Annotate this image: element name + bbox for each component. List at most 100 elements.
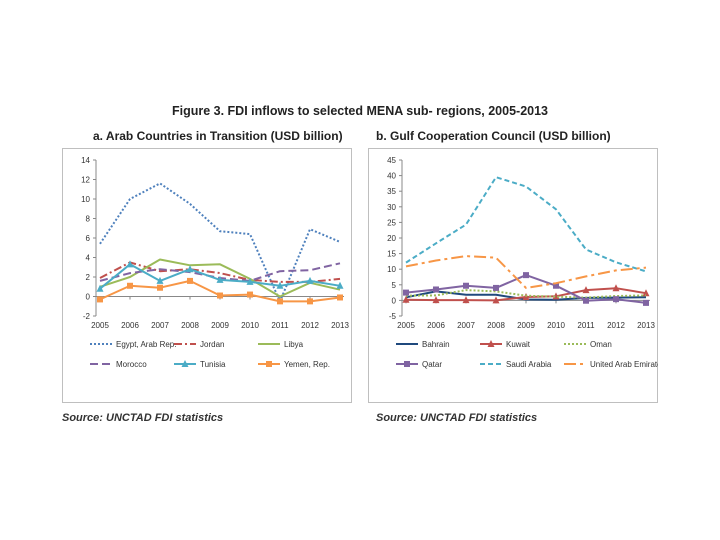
chart-a-point (96, 284, 104, 292)
panel-a-title: a. Arab Countries in Transition (USD bil… (93, 129, 343, 143)
chart-a-xtick-label: 2011 (271, 321, 289, 330)
chart-b-xtick-label: 2009 (517, 321, 535, 330)
chart-a-point (247, 291, 253, 298)
chart-b-legend-label: United Arab Emirates (590, 360, 658, 369)
chart-b-ytick-label: -5 (389, 312, 397, 321)
chart-a: -2 0 2 4 6 8 10 12 14 2005 2006 2007 2008 2009 2010 201… (62, 148, 352, 403)
chart-a-point (276, 281, 284, 289)
chart-b-legend-label: Qatar (422, 360, 442, 369)
chart-b-xtick-label: 2006 (427, 321, 445, 330)
chart-a-point (217, 292, 223, 299)
chart-b-series-line-5 (405, 176, 647, 273)
chart-a-legend-label: Jordan (200, 340, 224, 349)
source-note-b: Source: UNCTAD FDI statistics (376, 412, 538, 424)
chart-b-point (553, 282, 559, 289)
chart-a-point (336, 281, 344, 289)
chart-b-ytick-label: 45 (387, 156, 396, 165)
chart-a-point (216, 275, 224, 283)
chart-b: -5 0 5 10 15 20 25 30 35 40 45 2005 2006 2007 2008 2009… (368, 148, 658, 403)
chart-a-point (127, 282, 133, 289)
chart-b-legend-label: Bahrain (422, 340, 450, 349)
chart-b-xtick-label: 2011 (577, 321, 595, 330)
chart-a-legend-label: Yemen, Rep. (284, 360, 330, 369)
chart-a-point (307, 298, 313, 305)
chart-a-ytick-label: -2 (83, 312, 91, 321)
chart-b-ytick-label: 0 (392, 296, 397, 305)
chart-b-point (492, 296, 500, 304)
chart-b-point (583, 297, 589, 304)
chart-b-ytick-label: 10 (387, 265, 396, 274)
chart-a-ytick-label: 10 (81, 195, 90, 204)
chart-a-xtick-label: 2013 (331, 321, 349, 330)
chart-a-point (187, 277, 193, 284)
chart-b-series-line-3 (405, 289, 647, 299)
chart-a-ytick-label: 8 (86, 215, 91, 224)
chart-b-point (642, 289, 650, 297)
chart-a-legend-label: Libya (284, 340, 304, 349)
chart-b-point (493, 284, 499, 291)
chart-b-xtick-label: 2012 (607, 321, 625, 330)
chart-b-point (463, 282, 469, 289)
chart-a-point (277, 298, 283, 305)
chart-b-legend-label: Saudi Arabia (506, 360, 552, 369)
chart-a-ytick-label: 0 (86, 293, 91, 302)
chart-b-point (433, 286, 439, 293)
chart-a-series-line-1 (99, 182, 341, 303)
chart-b-point (643, 299, 649, 306)
chart-b-xtick-label: 2010 (547, 321, 565, 330)
chart-b-ytick-label: 35 (387, 187, 396, 196)
figure-title: Figure 3. FDI inflows to selected MENA s… (171, 104, 549, 118)
chart-b-legend-label: Kuwait (506, 340, 531, 349)
chart-b-point (403, 289, 409, 296)
chart-b-ytick-label: 40 (387, 172, 396, 181)
chart-a-legend-label: Egypt, Arab Rep. (116, 340, 176, 349)
chart-a-point (156, 276, 164, 284)
chart-a-legend-label: Tunisia (200, 360, 226, 369)
chart-a-legend-marker (266, 361, 272, 367)
chart-b-xtick-label: 2008 (487, 321, 505, 330)
chart-a-xtick-label: 2007 (151, 321, 169, 330)
chart-b-ytick-label: 25 (387, 218, 396, 227)
chart-a-legend-label: Morocco (116, 360, 147, 369)
chart-b-ytick-label: 20 (387, 234, 396, 243)
chart-a-point (246, 277, 254, 285)
chart-b-point (523, 272, 529, 279)
chart-a-xtick-label: 2010 (241, 321, 259, 330)
chart-b-point (462, 296, 470, 304)
chart-b-ytick-label: 5 (392, 281, 397, 290)
chart-a-point (186, 265, 194, 273)
chart-a-point (306, 276, 314, 284)
chart-a-point (97, 296, 103, 303)
chart-a-xtick-label: 2012 (301, 321, 319, 330)
chart-a-ytick-label: 14 (81, 156, 90, 165)
chart-a-xtick-label: 2009 (211, 321, 229, 330)
chart-b-xtick-label: 2007 (457, 321, 475, 330)
chart-a-point (126, 260, 134, 268)
chart-a-point (157, 284, 163, 291)
chart-b-xtick-label: 2005 (397, 321, 415, 330)
panel-b-title: b. Gulf Cooperation Council (USD billion… (376, 129, 611, 143)
chart-a-xtick-label: 2005 (91, 321, 109, 330)
chart-a-legend-marker (181, 360, 189, 367)
chart-b-point (613, 296, 619, 303)
chart-b-point (432, 296, 440, 304)
chart-b-point (582, 286, 590, 294)
chart-a-xtick-label: 2008 (181, 321, 199, 330)
chart-a-xtick-label: 2006 (121, 321, 139, 330)
chart-b-legend-marker (404, 361, 410, 367)
chart-a-ytick-label: 2 (86, 273, 91, 282)
chart-b-legend-marker (487, 340, 495, 347)
chart-b-ytick-label: 15 (387, 250, 396, 259)
chart-a-series-line-2 (99, 261, 341, 283)
chart-b-point (612, 284, 620, 292)
chart-a-ytick-label: 4 (86, 254, 91, 263)
chart-b-ytick-label: 30 (387, 203, 396, 212)
chart-b-series-line-6 (405, 255, 647, 289)
chart-a-point (337, 294, 343, 301)
chart-a-ytick-label: 12 (81, 176, 90, 185)
chart-b-xtick-label: 2013 (637, 321, 655, 330)
chart-b-point (402, 295, 410, 303)
chart-a-ytick-label: 6 (86, 234, 91, 243)
chart-b-legend-label: Oman (590, 340, 612, 349)
source-note-a: Source: UNCTAD FDI statistics (62, 412, 224, 424)
